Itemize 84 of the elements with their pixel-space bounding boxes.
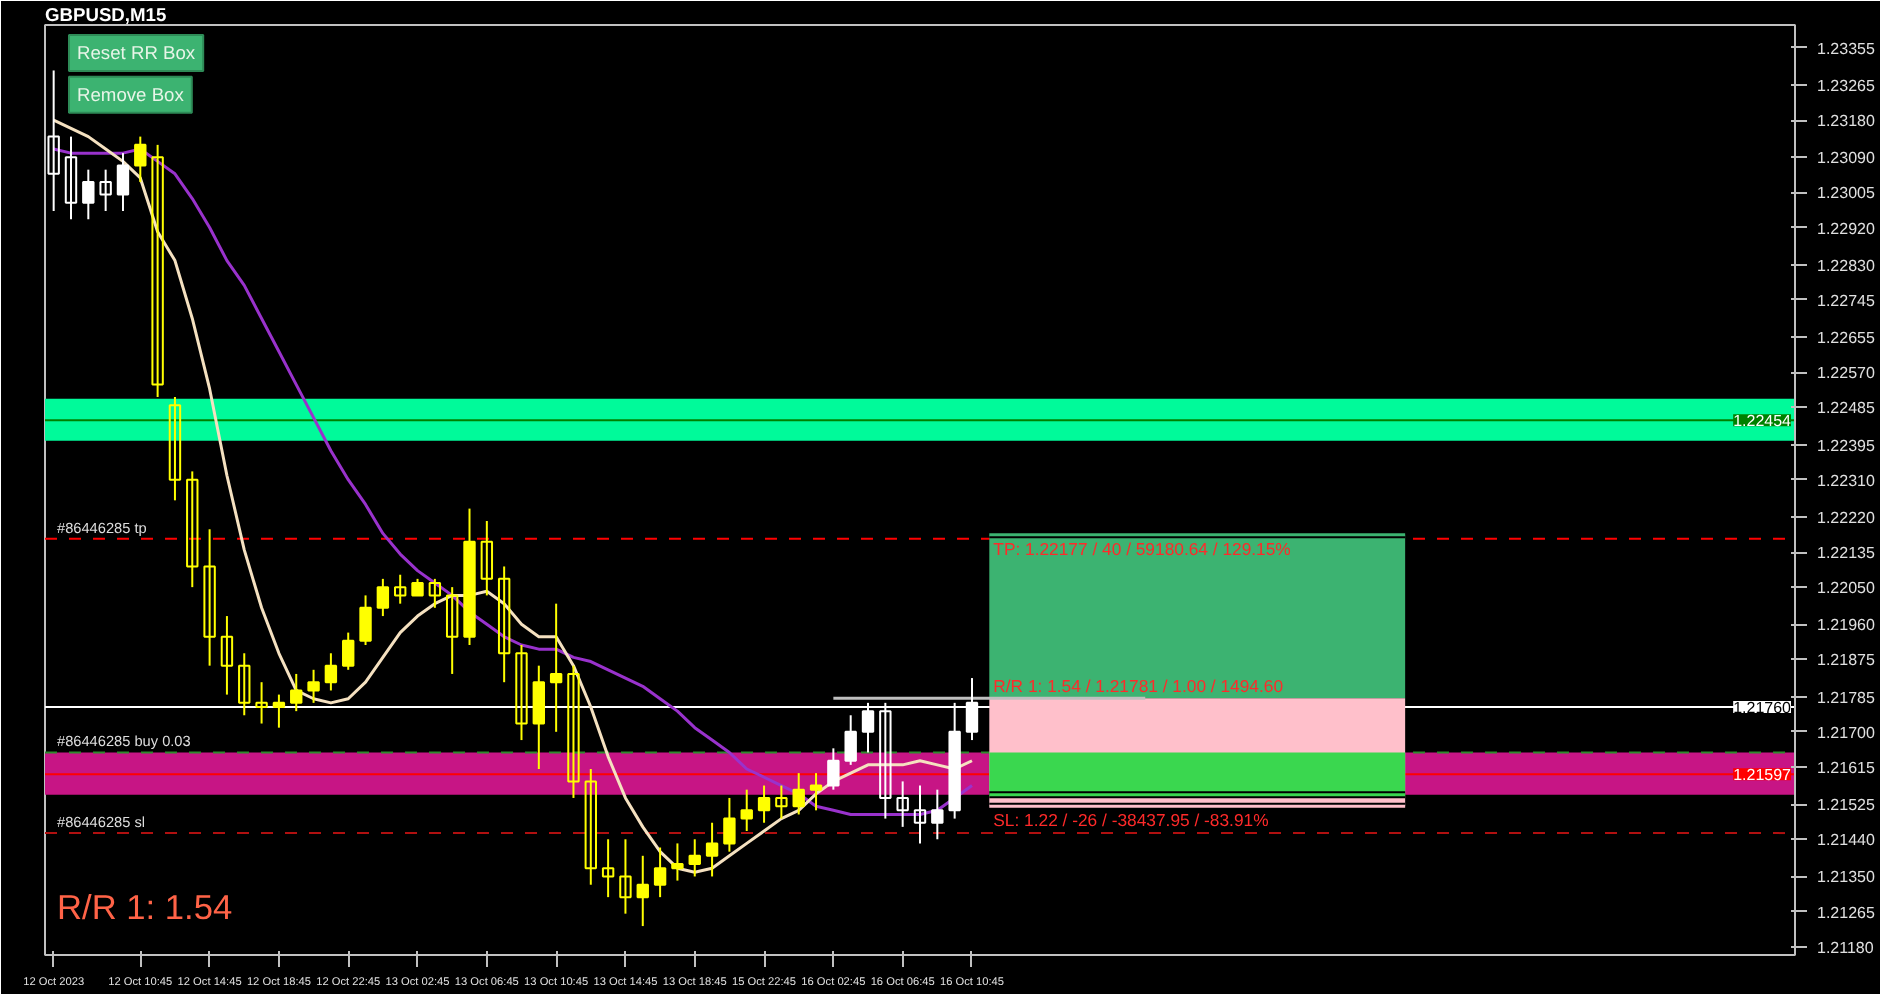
y-tick-label: 1.22135 [1817,544,1876,562]
y-tick-label: 1.22220 [1817,508,1876,527]
y-tick-label: 1.22920 [1817,219,1876,238]
y-tick-label: 1.23005 [1817,184,1876,203]
candlestick [653,846,667,899]
y-tick-label: 1.21525 [1817,796,1876,815]
ref-line-label: 1.21597 [1733,766,1793,785]
annotation: TP: 1.22177 / 40 / 59180.64 / 129.15% [993,538,1292,559]
annotation: R/R 1: 1.54 [57,887,234,928]
ref-line-label: 1.21760 [1733,699,1793,717]
candlestick [342,631,355,671]
candlestick [809,772,823,812]
y-tick-label: 1.22745 [1817,291,1876,310]
y-tick-label: 1.21350 [1817,868,1876,887]
candlestick [497,565,511,684]
y-tick-label: 1.22830 [1817,256,1876,275]
candlestick [82,168,95,221]
candlestick [203,528,216,667]
candlestick [272,693,286,729]
candlestick [705,821,719,878]
y-tick-label: 1.22485 [1817,399,1876,418]
y-tick-label: 1.22310 [1817,471,1876,490]
candlestick [827,747,840,791]
annotation: Reset RR Box [77,42,196,63]
candlestick [238,652,251,717]
y-tick-label: 1.23355 [1817,39,1876,58]
y-tick-label: 1.21700 [1817,723,1876,742]
candlestick [359,594,372,646]
candlestick [515,644,528,742]
candlestick [64,135,78,221]
candlestick [723,796,736,853]
candlestick [307,668,320,704]
candlestick [134,135,147,184]
candlestick [601,838,615,899]
candlestick [428,577,442,609]
y-tick-label: 1.22655 [1817,329,1876,348]
candlestick [290,672,303,713]
candlestick [324,652,338,692]
candlestick [740,788,753,832]
candlestick [255,681,268,725]
y-tick-label: 1.21785 [1817,688,1876,707]
y-tick-label: 1.21875 [1817,651,1876,670]
candlestick [671,842,684,882]
candlestick [913,784,927,845]
y-tick-label: 1.22050 [1817,579,1876,598]
y-tick-label: 1.23180 [1817,112,1876,131]
y-tick-label: 1.22395 [1817,436,1876,455]
candlestick [636,854,649,928]
candlestick [584,768,597,886]
candlestick [376,577,390,618]
y-tick-label: 1.21180 [1817,938,1875,957]
candlestick [151,143,164,398]
candlestick [844,714,857,766]
candlestick [896,780,909,828]
candlestick [47,69,60,212]
candlestick [931,788,944,841]
candlestick [619,838,632,915]
candlestick [394,573,407,605]
candlestick [792,772,805,816]
y-tick-label: 1.23090 [1817,149,1876,168]
ref-line-label: 1.22454 [1733,412,1793,431]
annotation: R/R 1: 1.54 / 1.21781 / 1.00 / 1494.60 [993,676,1284,697]
candlestick [567,664,580,799]
y-tick-label: 1.21265 [1817,903,1876,922]
candlestick [116,152,130,212]
candlestick [757,784,771,824]
candlestick [532,664,546,770]
y-tick-label: 1.21440 [1817,831,1876,850]
y-tick-label: 1.21960 [1817,616,1876,635]
chart-title: GBPUSD,M15 [45,5,167,25]
candlestick [480,520,494,597]
annotation: Remove Box [77,84,185,105]
y-tick-label: 1.21615 [1817,758,1876,777]
y-tick-label: 1.22570 [1817,364,1876,383]
candlestick [688,838,701,878]
y-tick-label: 1.23265 [1817,76,1876,95]
candlestick [168,396,182,502]
candlestick [99,168,112,212]
candlestick [775,784,788,820]
candlestick [549,602,563,733]
candlestick [186,470,199,589]
annotation: SL: 1.22 / -26 / -38437.95 / -83.91% [993,810,1270,831]
candlestick [220,615,234,696]
candlestick [445,586,459,675]
